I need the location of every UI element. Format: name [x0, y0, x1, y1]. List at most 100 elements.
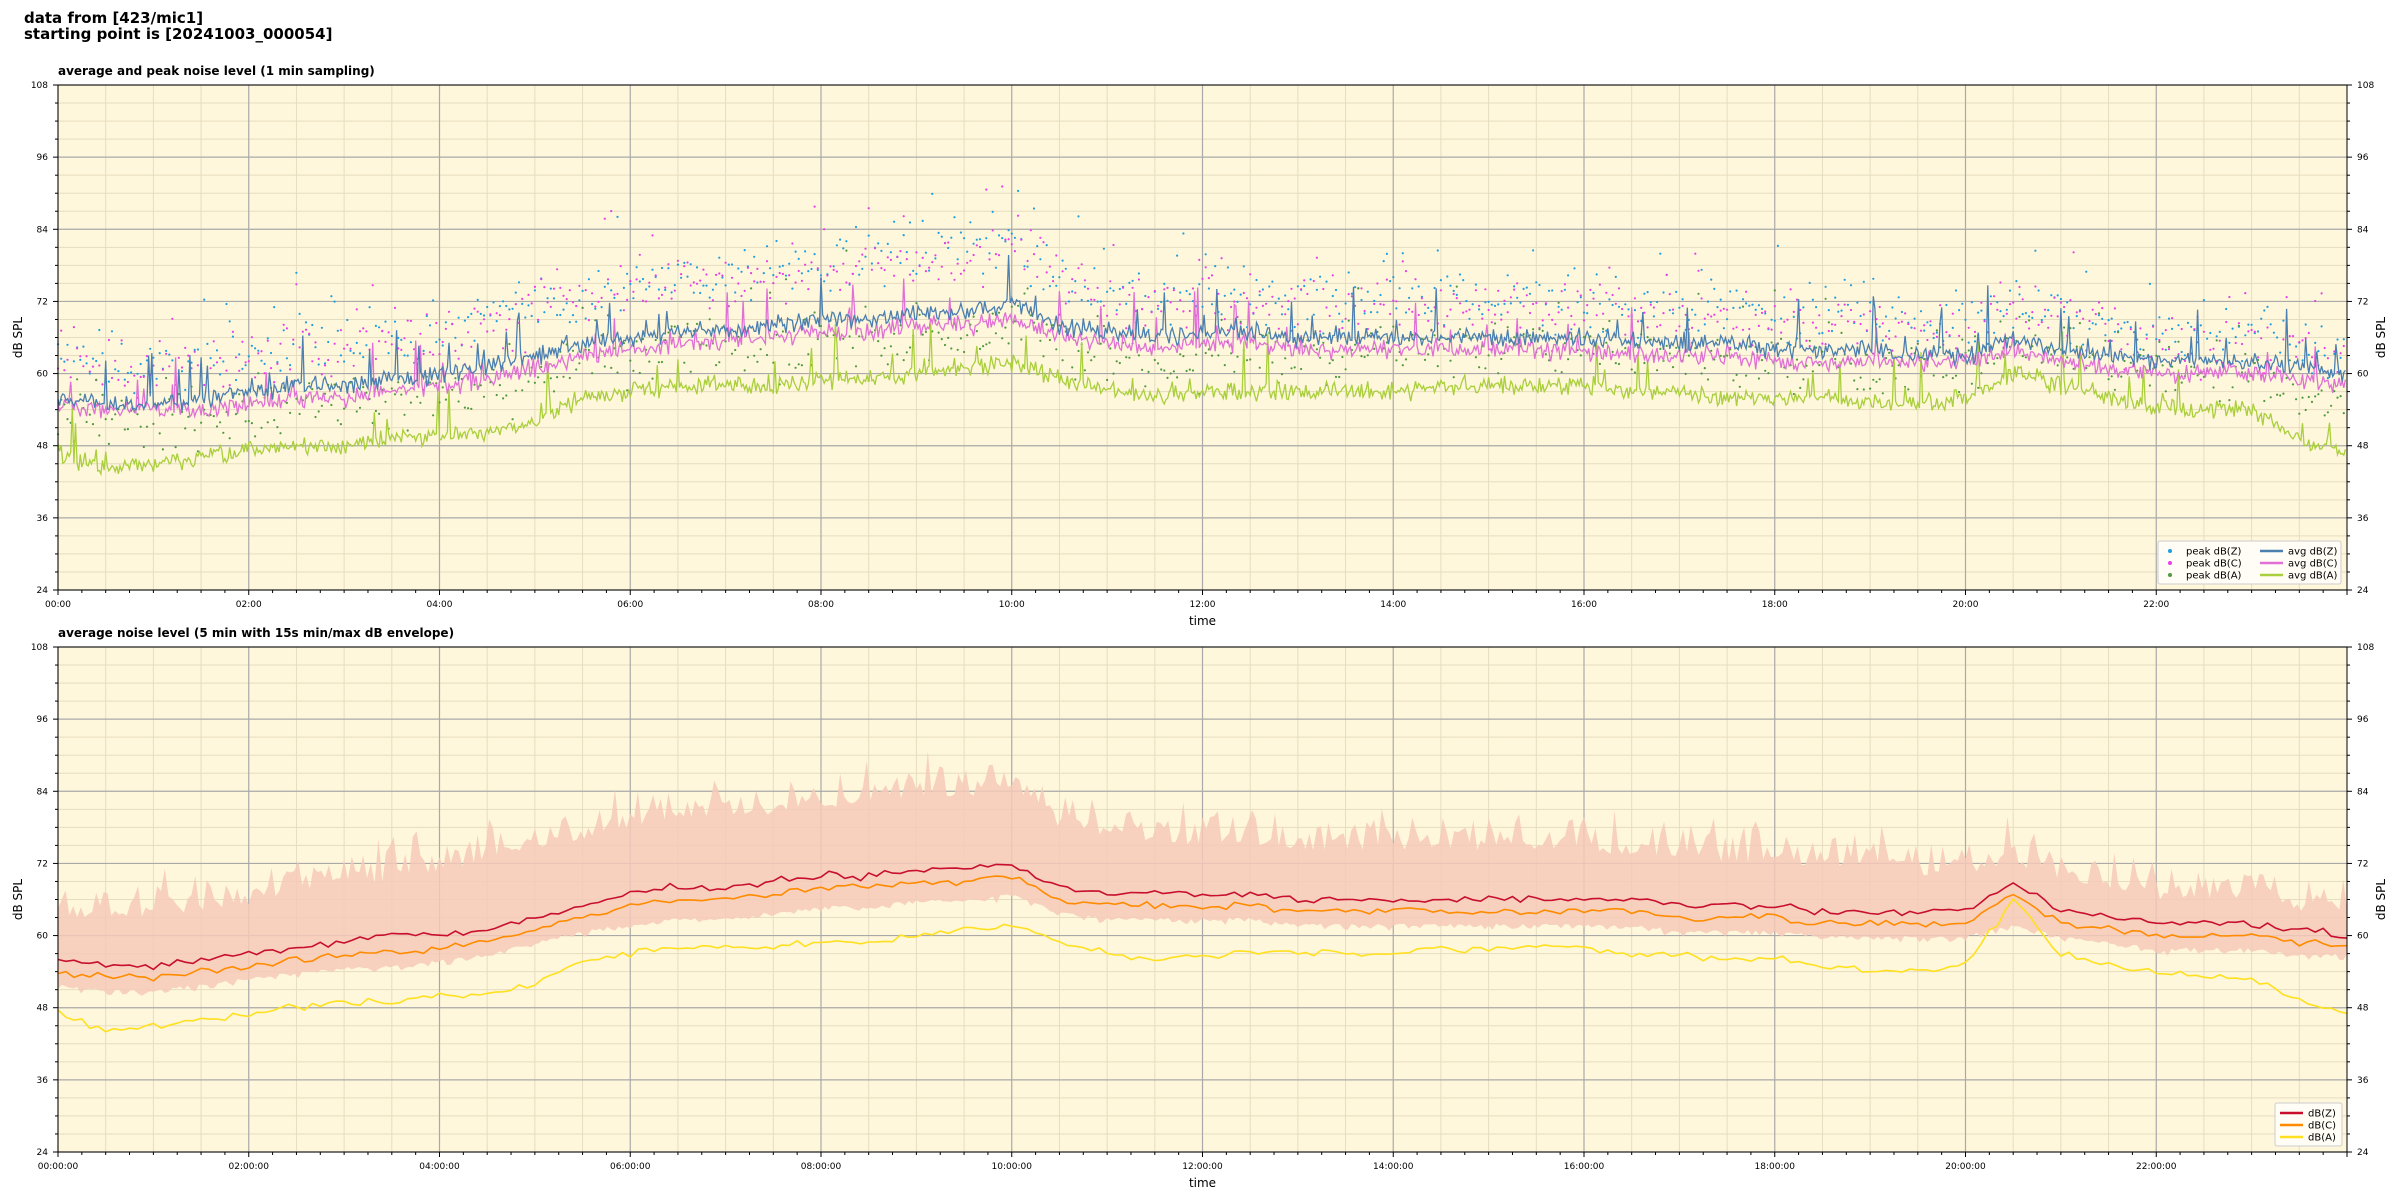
data-point [1334, 305, 1338, 308]
data-point [2323, 414, 2326, 417]
data-point [1783, 320, 1786, 323]
data-point [492, 368, 495, 371]
data-point [393, 393, 397, 396]
data-point [1458, 328, 1462, 331]
data-point [673, 289, 676, 292]
data-point [1369, 332, 1373, 335]
data-point [1961, 302, 1964, 305]
data-point [285, 401, 288, 404]
data-point [2059, 297, 2062, 301]
data-point [756, 360, 759, 363]
data-point [2263, 372, 2266, 375]
data-point [2072, 251, 2075, 254]
data-point [1322, 341, 1325, 344]
data-point [168, 353, 171, 356]
data-point [1233, 300, 1236, 303]
data-point [1408, 308, 1411, 311]
data-point [1376, 282, 1379, 285]
data-point [2336, 338, 2339, 341]
data-point [1458, 302, 1462, 305]
data-point [2234, 336, 2237, 339]
data-point [457, 400, 460, 403]
data-point [902, 215, 905, 218]
data-point [1214, 265, 1217, 268]
data-point [851, 272, 854, 275]
data-point [1322, 287, 1325, 291]
data-point [2193, 366, 2196, 369]
data-point [1287, 300, 1290, 303]
data-point [972, 253, 975, 257]
data-point [1226, 266, 1229, 269]
data-point [940, 235, 943, 238]
data-point [107, 442, 110, 445]
data-point [212, 415, 215, 418]
y-tick-label-right: 48 [2357, 442, 2369, 452]
data-point [517, 281, 521, 284]
data-point [1147, 296, 1150, 299]
data-point [2005, 308, 2008, 311]
data-point [969, 221, 972, 224]
data-point [1172, 289, 1175, 292]
data-point [1198, 258, 1201, 261]
data-point [1379, 326, 1382, 329]
data-point [1131, 286, 1134, 289]
data-point [1700, 268, 1703, 271]
data-point [1131, 279, 1134, 282]
data-point [2218, 400, 2221, 403]
data-point [2047, 309, 2050, 312]
data-point [2209, 331, 2212, 335]
data-point [505, 328, 508, 331]
data-point [1780, 317, 1783, 320]
data-point [130, 371, 133, 374]
data-point [1198, 283, 1201, 286]
data-point [247, 360, 250, 363]
data-point [556, 376, 559, 379]
data-point [1754, 313, 1757, 316]
data-point [1201, 305, 1204, 308]
data-point [1490, 321, 1493, 324]
data-point [1344, 317, 1347, 320]
data-point [2256, 356, 2260, 359]
data-point [1741, 298, 1745, 301]
data-point [708, 296, 711, 299]
data-point [737, 267, 740, 270]
data-point [308, 382, 311, 385]
data-point [527, 304, 530, 307]
data-point [2155, 338, 2158, 341]
data-point [1389, 312, 1392, 316]
data-point [753, 255, 756, 258]
data-point [2269, 396, 2272, 399]
data-point [1080, 298, 1083, 302]
data-point [378, 326, 381, 329]
data-point [1166, 286, 1169, 289]
data-point [963, 237, 966, 240]
data-point [1869, 301, 1872, 304]
data-point [1354, 286, 1357, 289]
data-point [730, 352, 734, 355]
data-point [1875, 380, 1878, 383]
data-point [1303, 284, 1306, 288]
data-point [883, 268, 886, 272]
data-point [1379, 303, 1382, 306]
data-point [406, 354, 409, 357]
data-point [988, 258, 991, 261]
data-point [750, 299, 753, 302]
data-point [336, 419, 339, 422]
data-point [921, 333, 924, 336]
data-point [1802, 378, 1805, 381]
data-point [934, 257, 937, 260]
data-point [1694, 252, 1697, 255]
data-point [1023, 268, 1026, 271]
data-point [1614, 275, 1617, 278]
data-point [1617, 287, 1621, 290]
data-point [1010, 243, 1013, 246]
data-point [622, 286, 626, 289]
data-point [1144, 294, 1147, 298]
data-point [797, 257, 800, 260]
data-point [1935, 335, 1938, 338]
data-point [1077, 349, 1080, 353]
data-point [1589, 288, 1592, 291]
data-point [664, 288, 667, 291]
data-point [1665, 273, 1668, 276]
data-point [1760, 307, 1764, 310]
